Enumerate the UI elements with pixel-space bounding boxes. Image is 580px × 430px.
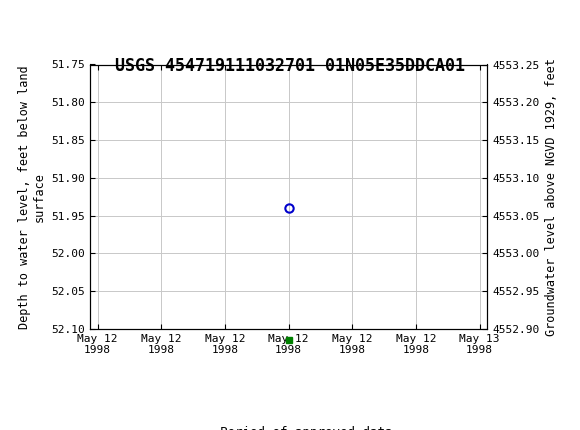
Text: USGS 454719111032701 01N05E35DDCA01: USGS 454719111032701 01N05E35DDCA01 <box>115 57 465 75</box>
Y-axis label: Depth to water level, feet below land
surface: Depth to water level, feet below land su… <box>18 65 46 329</box>
Text: ≈USGS: ≈USGS <box>9 12 90 33</box>
Legend: Period of approved data: Period of approved data <box>180 421 397 430</box>
Y-axis label: Groundwater level above NGVD 1929, feet: Groundwater level above NGVD 1929, feet <box>545 58 558 336</box>
